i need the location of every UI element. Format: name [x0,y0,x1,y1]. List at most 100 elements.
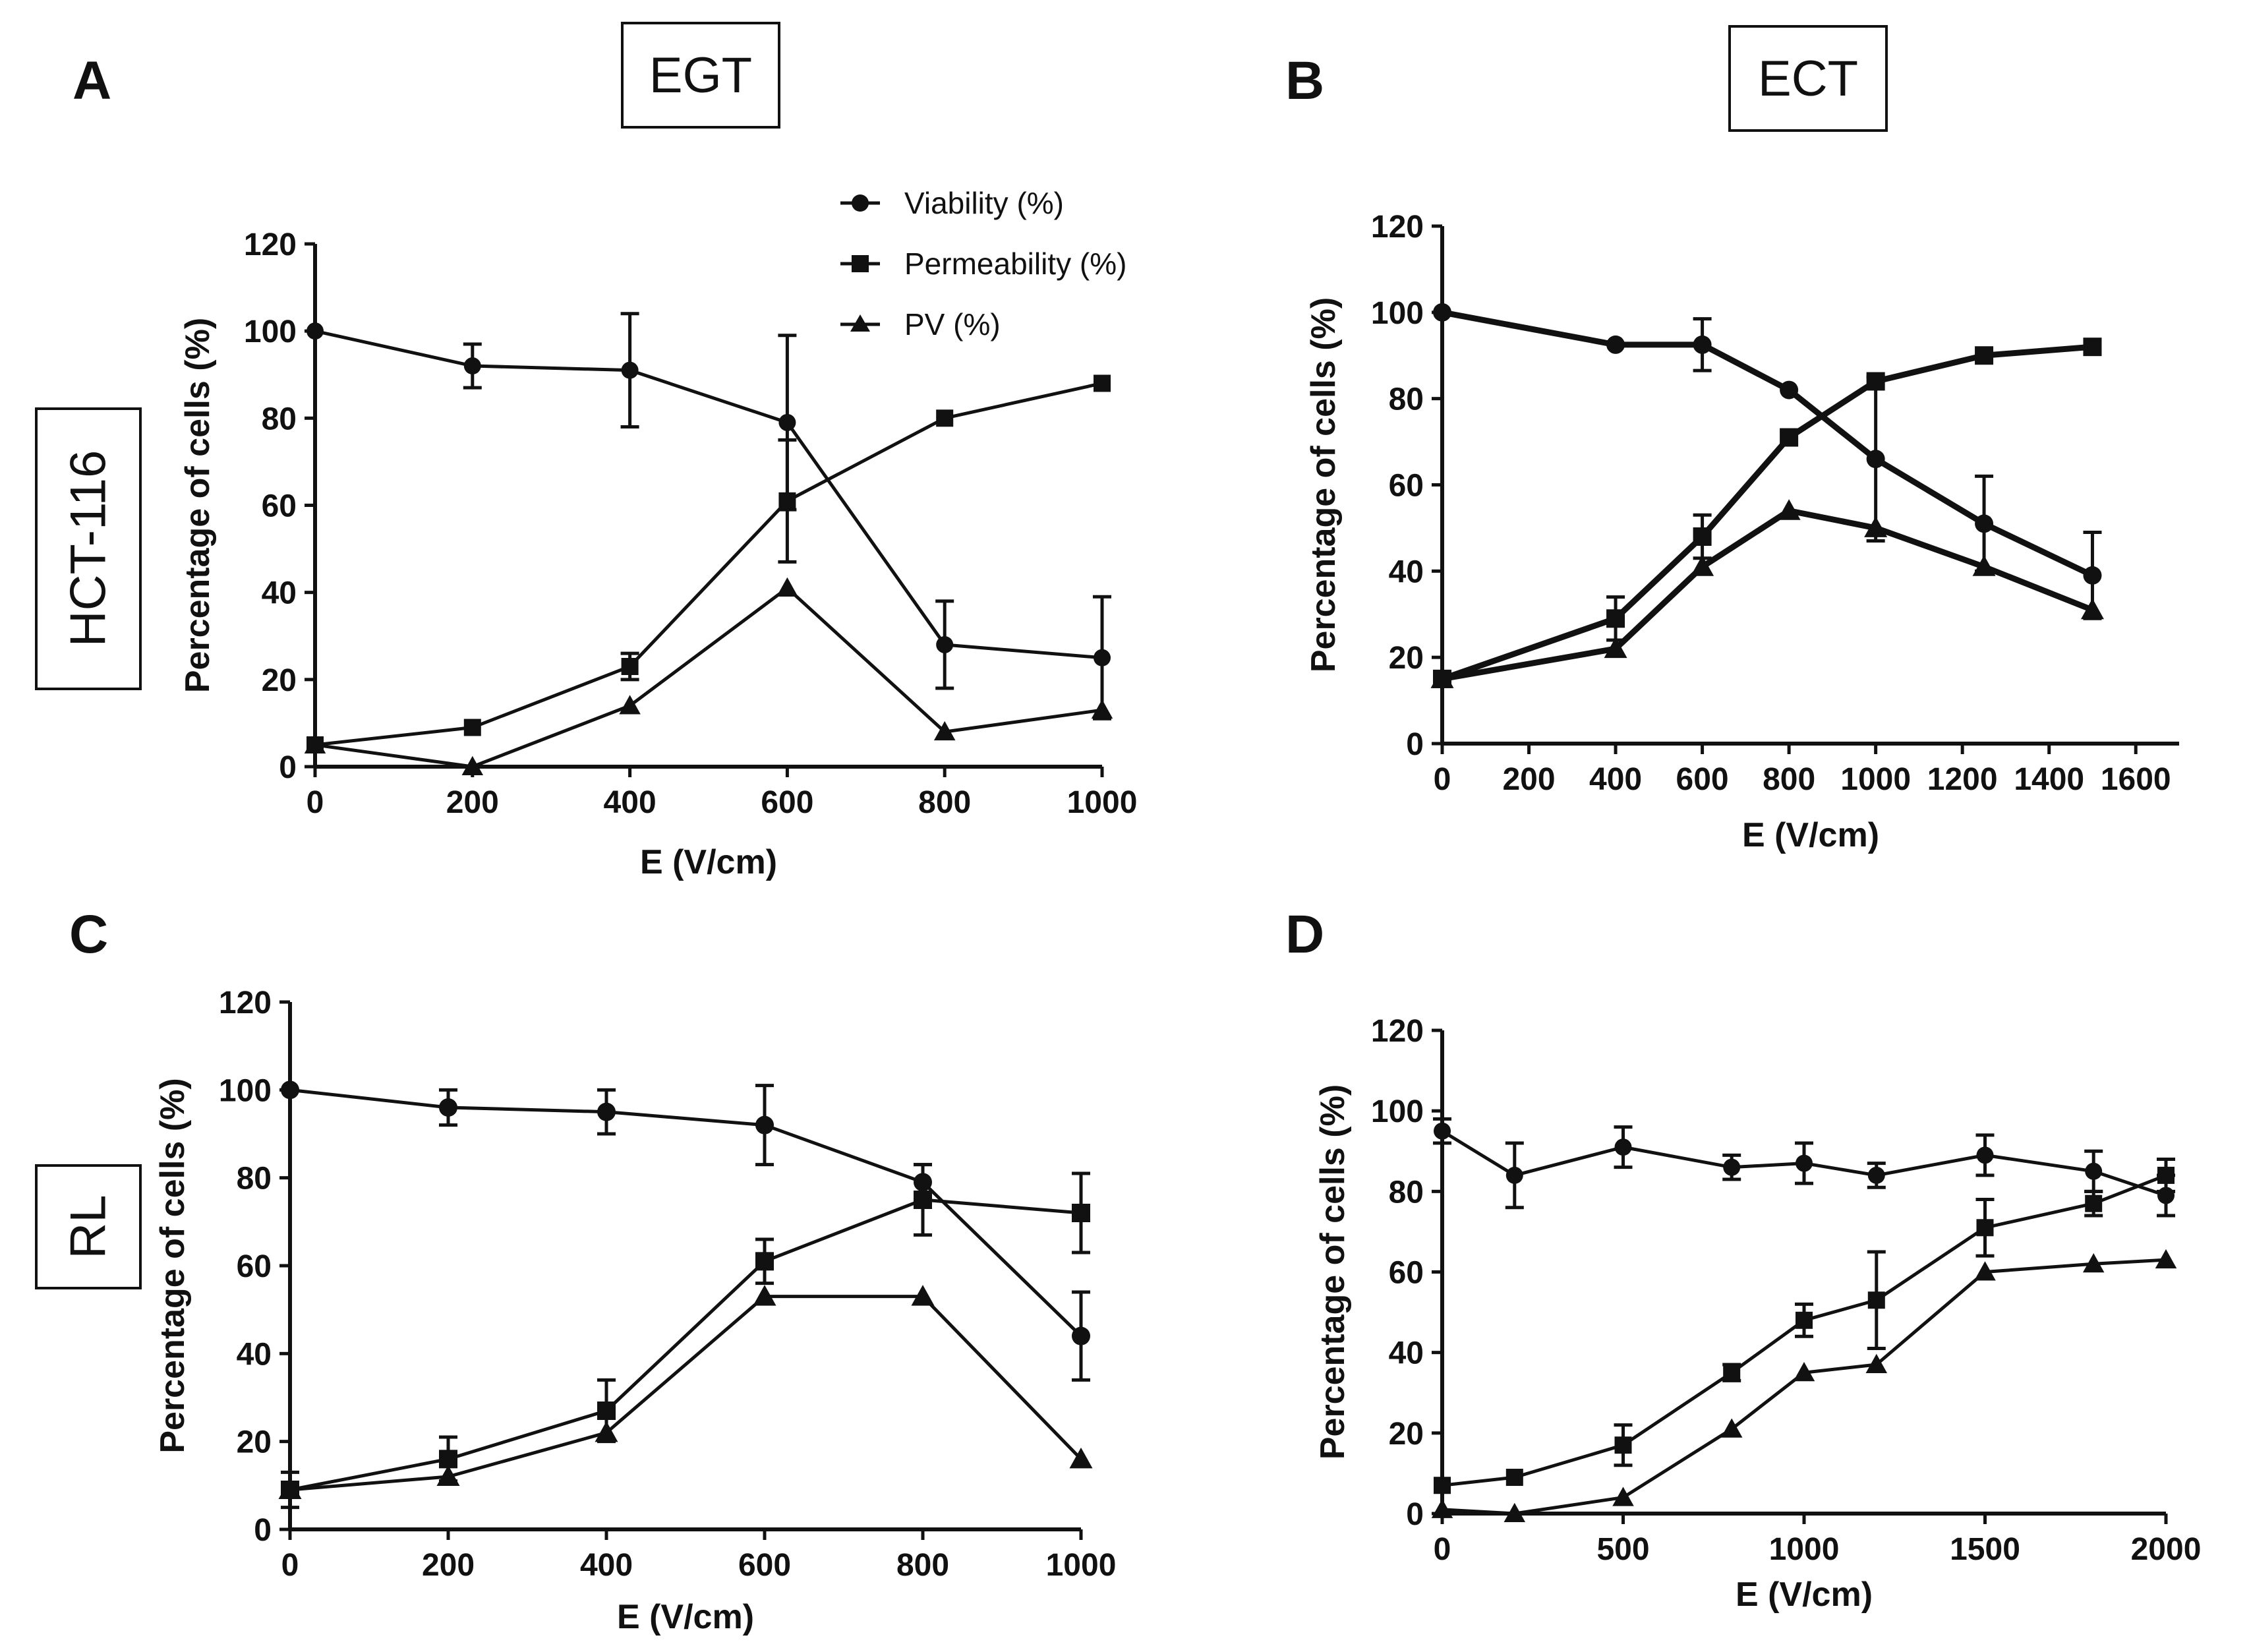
panel-a-x-tick-label: 400 [604,785,657,820]
panel-d-pv-point [2082,1253,2105,1273]
panel-a-y-axis-title: Percentage of cells (%) [179,318,217,693]
panel-b-permeability-point [1975,346,1994,365]
panel-d-y-tick-label: 60 [1389,1256,1424,1291]
panel-b-y-tick-label: 20 [1389,641,1424,676]
panel-a-y-tick-label: 120 [244,227,297,262]
chart-panel-c: 0 200 400 600 800 1000 0 20 40 60 80 100 120 E (V/cm)… [154,986,1116,1636]
panel-b-permeability-point [1866,372,1885,391]
panel-a-pv-point [304,734,326,753]
panel-a-pv-point [1091,699,1113,719]
panel-d-pv-point [1865,1353,1888,1373]
panel-a-viability-line [314,329,1103,660]
panel-b-x-tick-label: 200 [1502,762,1555,797]
panel-a-pv-point [619,695,641,715]
panel-a-viability-point [778,413,796,431]
panel-a-x-axis-title: E (V/cm) [640,843,777,881]
panel-b-pv-point [1864,516,1888,537]
panel-d-permeability-point [1867,1291,1885,1309]
panel-a-y-tick-label: 20 [262,663,297,698]
panel-letter-d: D [1285,904,1324,964]
panel-d-permeability-point [1723,1364,1741,1382]
panel-d-permeability-point [1976,1219,1994,1237]
panel-b-y-tick-label: 0 [1406,727,1424,762]
panel-a-permeability-line [314,382,1103,747]
panel-c-x-tick-label: 1000 [1046,1548,1117,1583]
panel-d-x-tick-label: 500 [1596,1532,1649,1567]
panel-d-viability-point [1505,1166,1523,1184]
legend-entry-pv: PV (%) [840,307,1001,341]
panel-b-viability-point [2083,566,2102,585]
row-label-rl-text: RL [61,1195,117,1258]
row-label-hct116-text: HCT-116 [61,450,117,647]
chart-panel-d: 0 500 1000 1500 2000 0 20 40 60 80 100 120 E (V/cm) P… [1314,1014,2201,1614]
panel-a-permeability-point [621,658,639,676]
legend-triangle-icon [850,314,870,332]
panel-d-x-tick-label: 2000 [2131,1532,2202,1567]
panel-letter-b: B [1285,51,1324,111]
panel-c-permeability-point [914,1191,932,1209]
panel-b-x-tick-label: 1000 [1840,762,1911,797]
panel-d-y-tick-label: 40 [1389,1336,1424,1371]
panel-c-pv-point [595,1421,618,1442]
panel-c-x-tick-label: 400 [580,1548,633,1583]
panel-b-pv-point [1604,637,1627,659]
panel-d-pv-point [1431,1498,1453,1518]
panel-c-y-tick-label: 40 [237,1337,272,1372]
panel-c-viability-point [597,1102,616,1121]
panel-c-permeability-point [1072,1204,1090,1222]
panel-d-pv-point [2155,1249,2177,1269]
column-label-egt: EGT [621,22,780,129]
panel-d-pv-point [1793,1361,1815,1382]
panel-b-viability-point [1433,303,1451,322]
panel-d-series-viability [1433,1117,2175,1218]
panel-a-series-viability [307,312,1111,721]
panel-c-viability-point [439,1098,457,1117]
panel-a-pv-point [461,755,484,775]
panel-c-x-tick-label: 200 [422,1548,475,1583]
panel-c-x-tick-label: 0 [281,1548,299,1583]
panel-d-series-permeability [1434,1157,2175,1494]
panel-b-y-tick-label: 40 [1389,554,1424,589]
legend-label-permeability: Permeability (%) [904,247,1126,281]
panel-c-permeability-line [289,1198,1082,1492]
panel-c-pv-point [1069,1447,1093,1469]
panel-c-pv-line [289,1295,1082,1492]
panel-c-permeability-point [597,1401,616,1420]
panel-b-x-axis-title: E (V/cm) [1742,816,1879,854]
panel-d-y-tick-label: 100 [1371,1094,1424,1129]
panel-a-y-tick-label: 0 [279,750,297,785]
panel-d-permeability-point [1505,1469,1523,1487]
panel-b-permeability-point [1780,428,1799,447]
panel-a-viability-point [463,357,481,375]
panel-d-pv-line [1442,1258,2167,1516]
panel-c-x-axis-title: E (V/cm) [617,1598,754,1636]
panel-c-y-tick-label: 80 [237,1162,272,1196]
legend-entry-permeability: Permeability (%) [840,247,1126,281]
chart-panel-b: 0 200 400 600 800 1000 1200 1400 1600 0 20 40 60 80 10… [1304,210,2179,854]
chart-panel-a: 0 200 400 600 800 1000 0 20 40 60 80 100 120 E (V/cm)… [179,227,1137,881]
panel-b-pv-line [1442,508,2094,682]
panel-b-pv-point [1430,667,1454,688]
panel-c-y-tick-label: 100 [219,1073,272,1108]
panel-b-viability-point [1975,514,1994,533]
panel-d-permeability-point [1796,1311,1813,1329]
panel-b-permeability-line [1441,343,2093,682]
panel-a-viability-point [621,361,639,379]
panel-c-pv-point [753,1285,776,1306]
panel-a-permeability-point [936,409,954,427]
panel-b-x-tick-label: 0 [1434,762,1451,797]
panel-d-x-tick-label: 1000 [1769,1532,1840,1567]
panel-c-pv-point [278,1478,302,1499]
panel-d-viability-point [1723,1158,1741,1176]
panel-a-y-tick-label: 80 [262,401,297,436]
panel-b-x-tick-label: 1200 [1927,762,1998,797]
panel-d-permeability-point [2085,1195,2103,1212]
panel-c-series-pv [278,1285,1093,1499]
panel-b-y-tick-label: 80 [1389,382,1424,417]
panel-a-y-tick-label: 60 [262,489,297,524]
panel-b-pv-point [2080,598,2104,620]
row-label-rl: RL [35,1164,142,1289]
row-label-hct116: HCT-116 [35,407,142,690]
panel-a-permeability-point [778,492,796,510]
panel-c-y-tick-label: 120 [219,986,272,1020]
